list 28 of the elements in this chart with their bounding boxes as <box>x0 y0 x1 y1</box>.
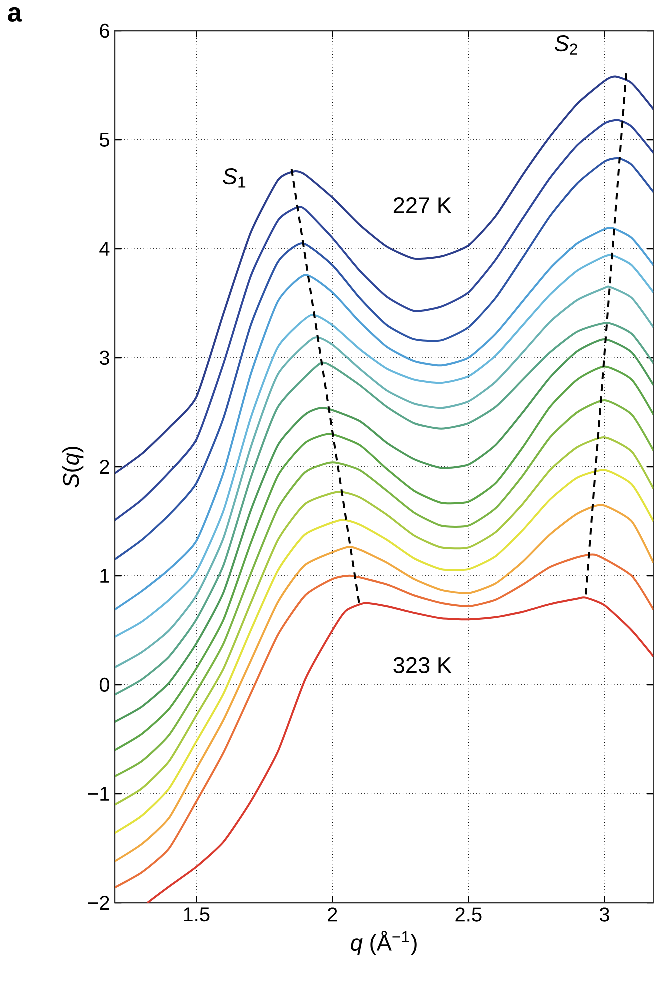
line-series <box>115 554 654 889</box>
chart-title: a <box>8 7 22 22</box>
y-tick-label: 0 <box>100 678 110 692</box>
x-tick-label: 1.5 <box>184 908 210 922</box>
annotation: 227 K <box>394 197 452 214</box>
y-tick-label: −1 <box>88 787 110 801</box>
y-tick-label: 1 <box>100 569 110 583</box>
y-tick-label: −2 <box>88 896 110 910</box>
line-series <box>115 119 654 522</box>
y-tick-label: 5 <box>100 133 110 147</box>
x-tick-label: 2.5 <box>456 908 482 922</box>
x-axis-title: q (Å$^{−1}$) <box>351 931 417 956</box>
line-series <box>146 596 654 903</box>
annotation: S$_{1}$ <box>223 168 246 188</box>
line-series <box>115 436 654 806</box>
y-axis-title: S(q) <box>62 446 84 488</box>
x-tick-label: 3 <box>600 908 610 922</box>
line-series <box>115 158 654 561</box>
line-series <box>115 469 654 834</box>
y-tick-label: 2 <box>100 460 110 474</box>
annotation: S$_{2}$ <box>554 36 578 55</box>
line-series <box>115 504 654 863</box>
line-series <box>115 76 654 475</box>
y-tick-label: 3 <box>100 350 110 366</box>
x-tick-label: 2 <box>328 908 338 922</box>
annotation: 323 K <box>394 657 452 674</box>
y-tick-label: 4 <box>100 242 110 256</box>
y-tick-label: 6 <box>100 24 110 38</box>
